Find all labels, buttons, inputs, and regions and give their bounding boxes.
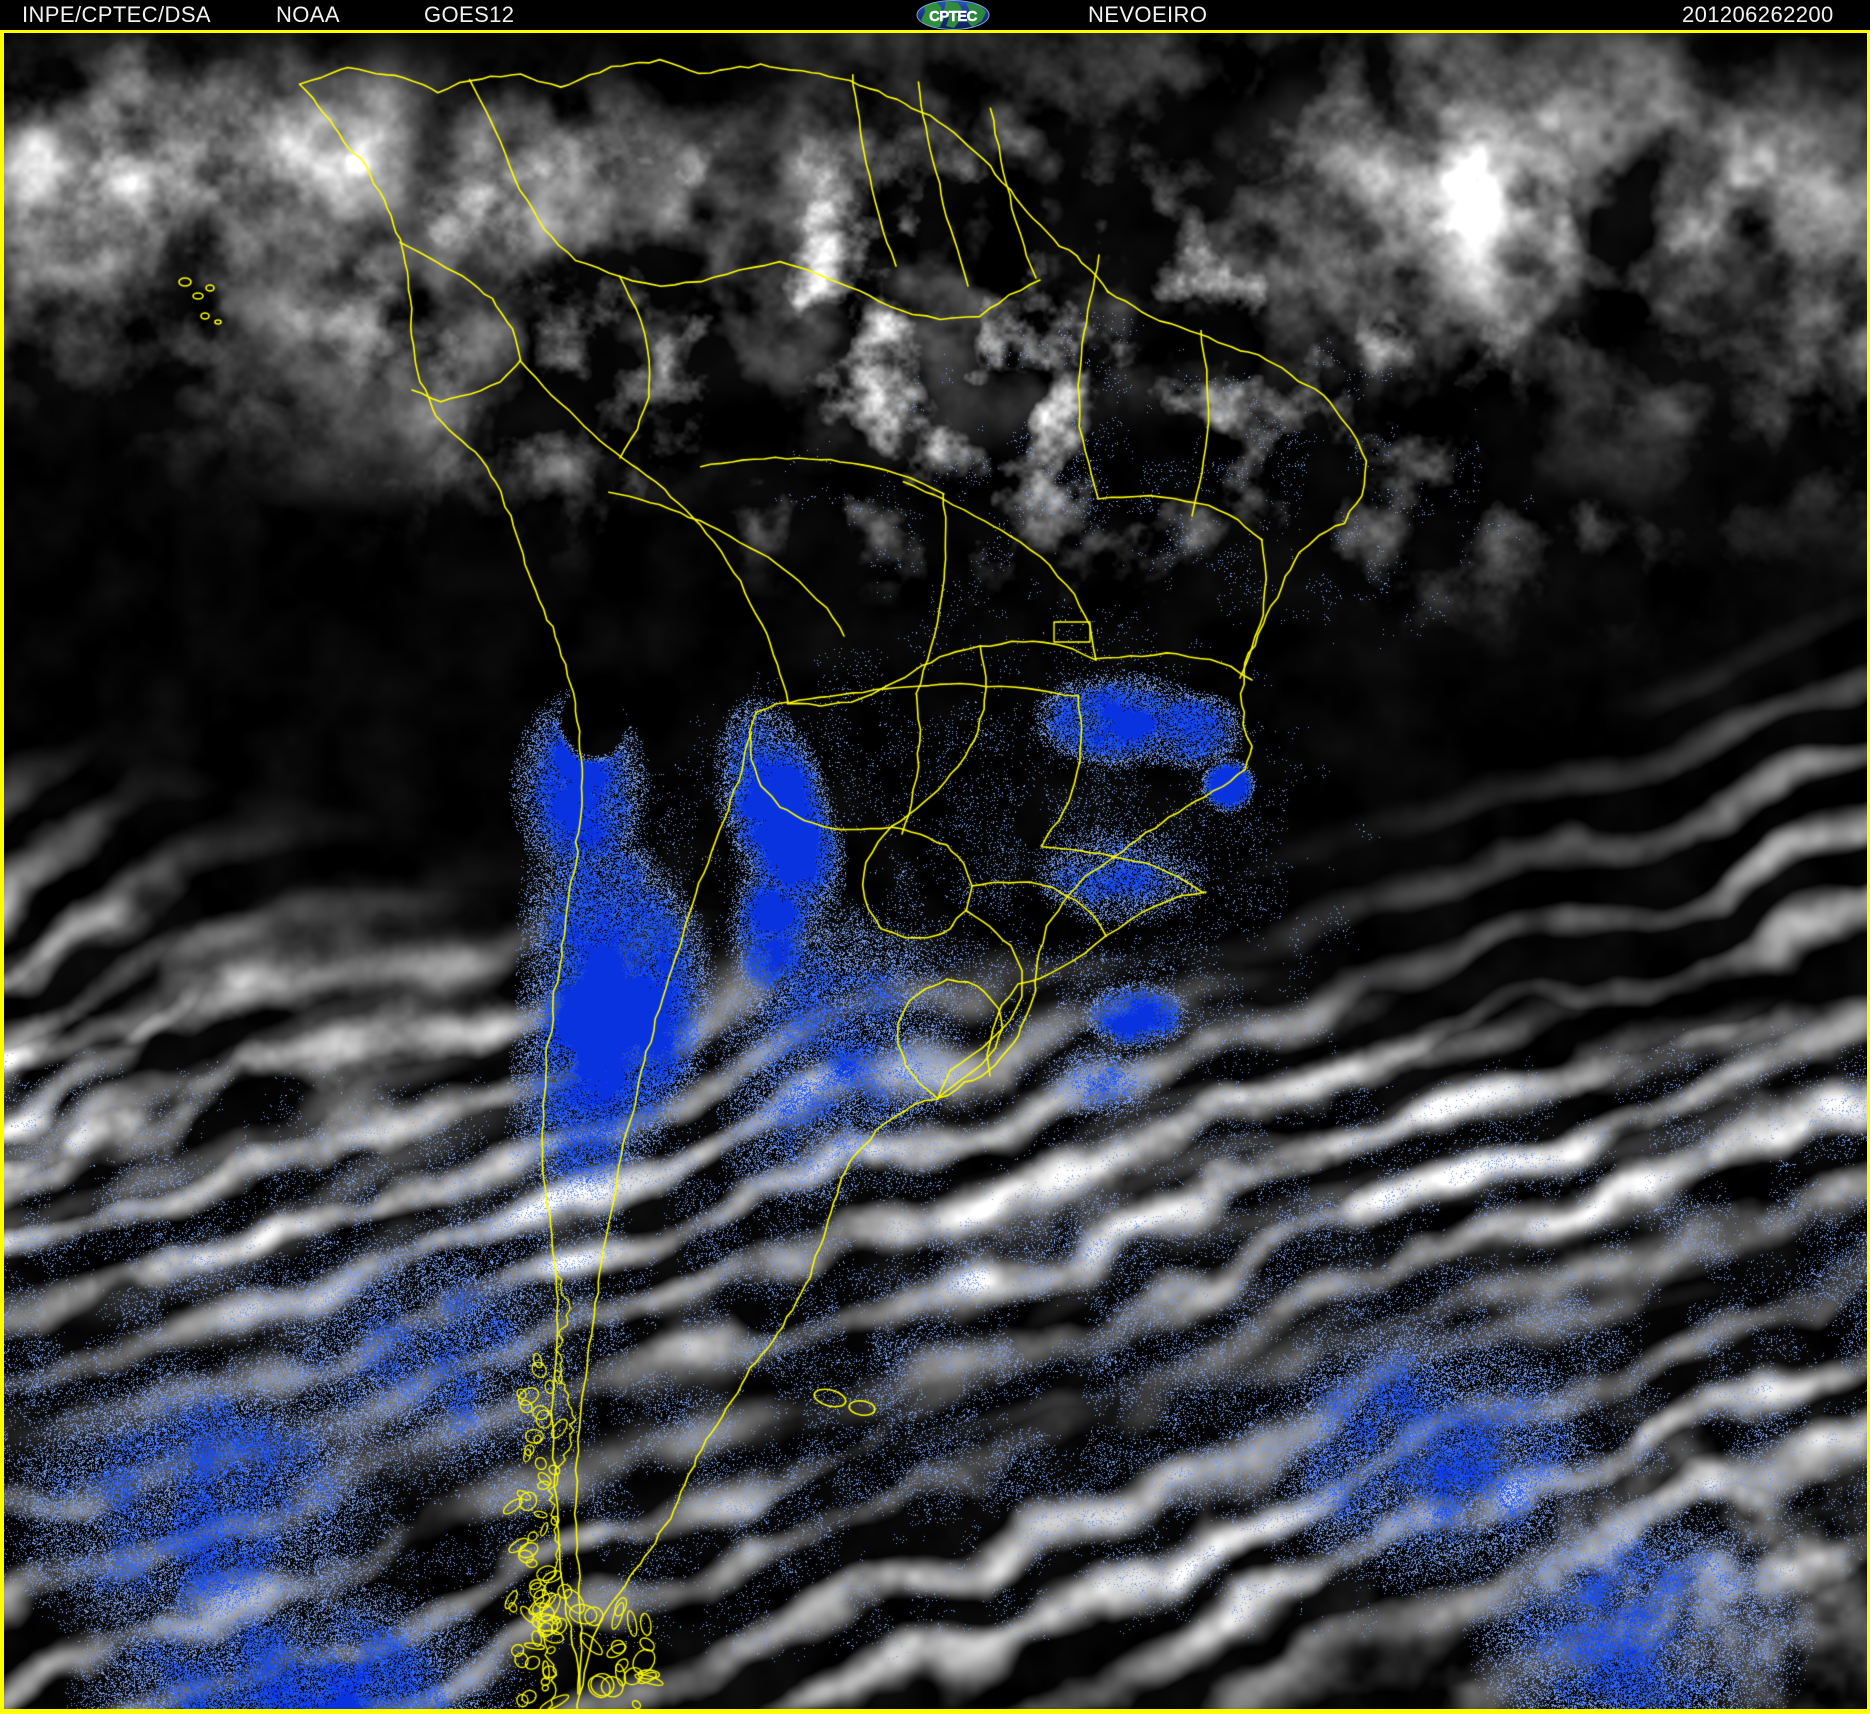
svg-text:CPTEC: CPTEC [929,8,978,25]
cptec-logo-graphic: CPTEC [916,0,990,30]
frame-border-left [0,30,4,1714]
frame-border-top [0,30,1870,33]
header-satellite-label: GOES12 [424,2,515,27]
frame-border-right [1867,30,1870,1714]
cptec-logo: CPTEC CPTEC [916,0,990,30]
frame-border-bottom [0,1709,1870,1714]
satellite-image-area [0,30,1870,1714]
header-source-label: INPE/CPTEC/DSA [22,2,211,27]
header-bar: INPE/CPTEC/DSA NOAA GOES12 [0,0,1870,30]
header-agency-label: NOAA [276,2,340,27]
header-timestamp-label: 201206262200 [1682,2,1834,27]
header-product-label: NEVOEIRO [1088,2,1208,27]
satellite-imagery-canvas [0,30,1870,1714]
